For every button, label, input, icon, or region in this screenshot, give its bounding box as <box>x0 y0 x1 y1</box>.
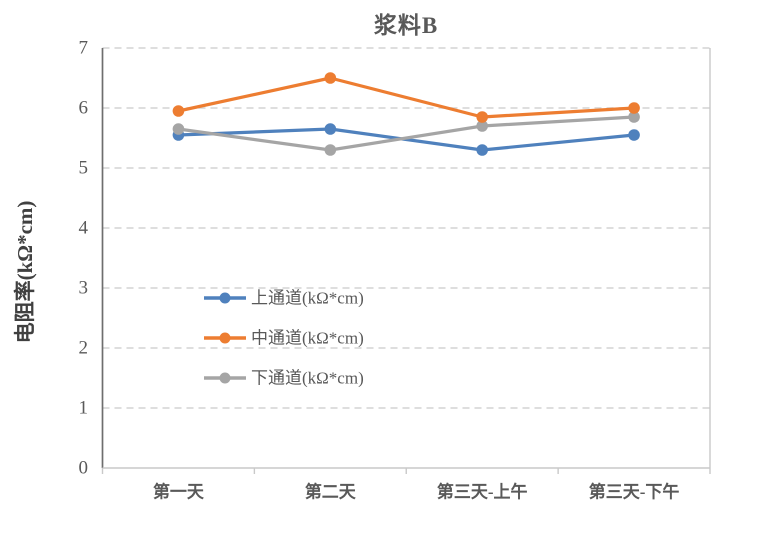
legend-label: 中通道(kΩ*cm) <box>251 329 364 348</box>
legend-marker-dot <box>219 372 231 384</box>
series-point <box>324 72 337 84</box>
x-tick-label: 第三天-上午 <box>437 482 528 502</box>
legend-label: 下通道(kΩ*cm) <box>251 369 364 388</box>
y-tick-label: 3 <box>79 278 89 299</box>
series-line-3 <box>178 115 635 152</box>
x-tick-label: 第二天 <box>305 482 357 502</box>
series-line-2 <box>178 76 635 119</box>
series-point <box>628 129 640 141</box>
y-tick-label: 2 <box>79 338 89 359</box>
series-point <box>324 123 337 135</box>
legend-marker-dot <box>219 332 231 344</box>
y-tick-label: 1 <box>79 398 89 419</box>
series-point <box>476 111 488 123</box>
series-point <box>628 102 640 114</box>
y-tick-label: 4 <box>79 218 89 239</box>
y-tick-label: 0 <box>79 458 89 479</box>
y-tick-label: 5 <box>79 158 89 179</box>
chart-title: 浆料B <box>373 13 439 38</box>
x-tick-label: 第三天-下午 <box>589 482 680 502</box>
series-point <box>172 105 185 117</box>
y-tick-label: 6 <box>79 98 89 119</box>
legend-label: 上通道(kΩ*cm) <box>251 289 364 308</box>
series-point <box>172 123 185 135</box>
series-point <box>476 120 488 132</box>
series-point <box>476 144 488 156</box>
series-point <box>324 144 337 156</box>
x-tick-label: 第一天 <box>153 482 205 502</box>
legend-marker-dot <box>219 292 231 304</box>
y-tick-label: 7 <box>79 38 89 59</box>
series-point <box>628 111 640 123</box>
